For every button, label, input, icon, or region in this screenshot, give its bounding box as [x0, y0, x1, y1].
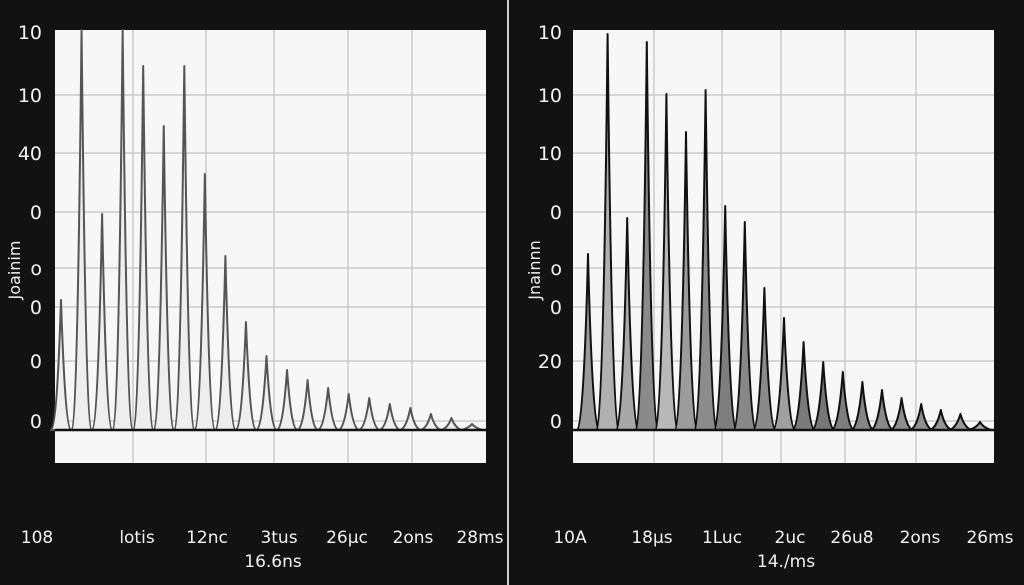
peak — [732, 221, 757, 431]
peak — [358, 397, 381, 431]
peak — [713, 205, 738, 431]
peak — [255, 355, 278, 431]
peak — [317, 387, 340, 431]
peak — [830, 371, 855, 431]
y-axis-label: Jnainnn — [525, 240, 544, 301]
peak — [634, 41, 659, 431]
peak — [928, 409, 953, 431]
peak — [132, 65, 155, 431]
peak — [214, 255, 237, 431]
x-tick-label: 26μc — [326, 528, 368, 548]
left-chart: 10 10 40 0 o 0 0 0 108 lotis 12nc 3tus 26μc 2ons 28ms 1… — [5, 22, 504, 572]
peak — [752, 287, 777, 431]
x-axis-label: 16.6ns — [244, 552, 302, 572]
x-tick-label: 18μs — [631, 528, 672, 548]
peak — [234, 321, 257, 431]
y-tick-label: 0 — [550, 411, 562, 433]
y-tick-label: 10 — [538, 143, 562, 165]
y-tick-label: 20 — [538, 351, 562, 373]
peak — [811, 361, 836, 431]
y-tick-label: o — [550, 258, 562, 280]
peak — [193, 173, 216, 431]
peak — [399, 407, 422, 431]
peak — [693, 89, 718, 431]
peak — [948, 413, 973, 431]
x-axis-label: 14./ms — [757, 552, 815, 572]
y-tick-label: 0 — [30, 202, 42, 224]
y-tick-label: 0 — [30, 411, 42, 433]
peak — [296, 379, 319, 431]
right-chart: 10 10 10 0 o 0 20 0 10A 18μs 1Luc 2uc 26u8 2ons 26ms 14… — [525, 22, 1014, 572]
y-axis-label: Joainim — [5, 241, 24, 301]
y-tick-label: 10 — [18, 85, 42, 107]
peak — [576, 253, 600, 431]
peak — [615, 217, 640, 431]
x-tick-label: lotis — [119, 528, 155, 548]
x-tick-label: 2ons — [393, 528, 434, 548]
y-tick-label: 0 — [550, 202, 562, 224]
peak — [91, 213, 114, 431]
peak — [595, 33, 620, 431]
y-tick-label: 40 — [18, 143, 42, 165]
peak — [173, 65, 196, 431]
x-tick-label: 2uc — [775, 528, 806, 548]
peak — [791, 341, 816, 431]
x-tick-label: 10A — [553, 528, 587, 548]
peak — [378, 403, 401, 431]
peak — [419, 413, 442, 431]
x-tick-label: 12nc — [186, 528, 228, 548]
peak — [870, 389, 894, 431]
peak — [674, 131, 698, 431]
peak — [337, 393, 360, 431]
y-tick-label: 10 — [538, 85, 562, 107]
peak — [889, 397, 914, 431]
peak — [850, 381, 875, 431]
y-tick-label: 0 — [30, 297, 42, 319]
x-tick-label: 26ms — [966, 528, 1013, 548]
x-tick-label: 1Luc — [702, 528, 742, 548]
y-tick-label: 10 — [18, 22, 42, 44]
y-tick-label: 0 — [550, 297, 562, 319]
peak — [70, 29, 93, 431]
y-tick-label: 0 — [30, 351, 42, 373]
peak — [440, 417, 463, 431]
peak — [50, 299, 72, 431]
y-tick-label: o — [30, 258, 42, 280]
peak — [111, 29, 134, 431]
y-tick-label: 10 — [538, 22, 562, 44]
x-tick-label: 26u8 — [830, 528, 873, 548]
peak — [654, 93, 679, 431]
peak — [276, 369, 299, 431]
x-tick-label: 108 — [21, 528, 53, 548]
x-tick-label: 28ms — [456, 528, 503, 548]
x-tick-label: 3tus — [260, 528, 297, 548]
peak — [772, 317, 796, 431]
peak — [152, 125, 175, 431]
peak — [968, 421, 992, 431]
peak — [909, 403, 934, 431]
x-tick-label: 2ons — [900, 528, 941, 548]
